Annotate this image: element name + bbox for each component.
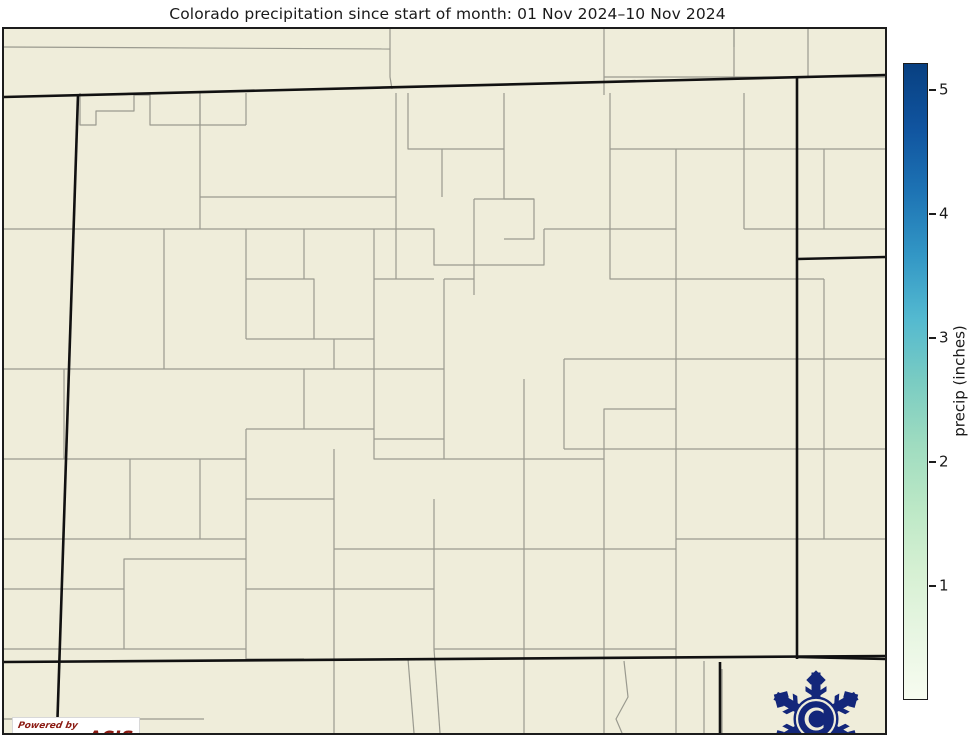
colorbar-tick-mark xyxy=(929,213,936,215)
colorbar-tick-mark xyxy=(929,585,936,587)
acis-logo: Powered by ACIS Regional Climate Centers xyxy=(12,717,140,733)
acis-wordmark: ACIS xyxy=(88,728,134,733)
county-boundaries xyxy=(4,29,885,733)
colorbar-axis-label-text: precip (inches) xyxy=(951,325,969,437)
colorbar-tick-label: 1 xyxy=(939,576,949,595)
colorbar-tick-label: 3 xyxy=(939,328,949,347)
colorbar-gradient xyxy=(903,63,928,700)
colorbar: 5 4 3 2 1 precip (inches) xyxy=(898,27,971,735)
page-title: Colorado precipitation since start of mo… xyxy=(169,4,726,23)
colorbar-tick-label: 4 xyxy=(939,204,949,223)
colorbar-tick-mark xyxy=(929,337,936,339)
colorbar-tick-label: 2 xyxy=(939,452,949,471)
colorbar-axis-label: precip (inches) xyxy=(950,27,970,735)
state-boundaries xyxy=(4,73,885,733)
colorbar-tick-mark xyxy=(929,461,936,463)
colorbar-tick-label: 5 xyxy=(939,80,949,99)
colorbar-tick-mark xyxy=(929,89,936,91)
colorado-map xyxy=(4,29,885,733)
map-panel: Powered by ACIS Regional Climate Centers xyxy=(2,27,887,735)
snowflake-logo-icon xyxy=(773,670,859,733)
